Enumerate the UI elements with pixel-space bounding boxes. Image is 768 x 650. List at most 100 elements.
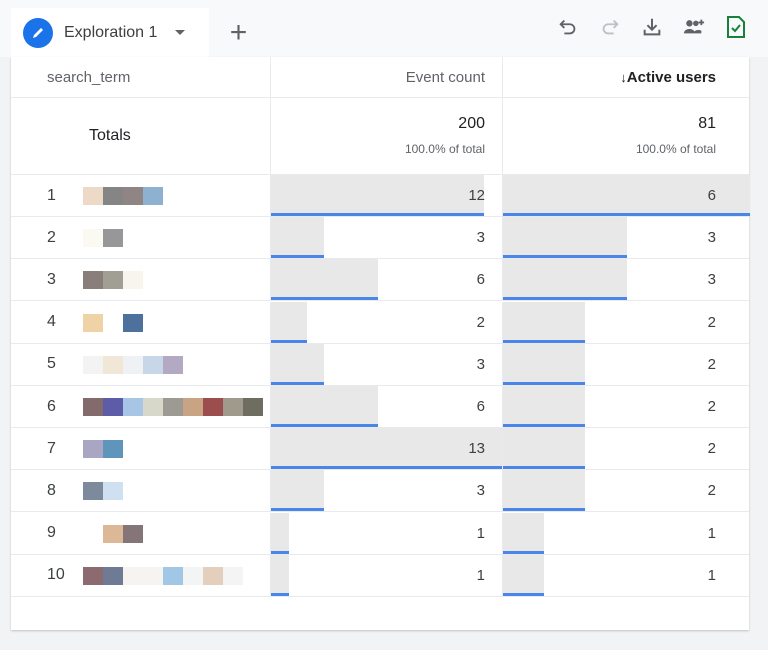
table-row[interactable]: 5 3 2 <box>11 343 749 386</box>
redacted-block <box>123 398 143 416</box>
row-index: 3 <box>47 270 56 288</box>
save-check-icon[interactable] <box>724 14 748 40</box>
search-term-redacted <box>83 313 143 332</box>
pencil-icon[interactable] <box>23 17 53 48</box>
redacted-block <box>103 440 123 459</box>
event-count-value: 3 <box>476 355 485 373</box>
search-term-redacted <box>83 355 183 374</box>
download-icon[interactable] <box>640 14 664 40</box>
table-row[interactable]: 9 1 1 <box>11 512 749 555</box>
event-count-bar <box>271 175 485 216</box>
active-users-bar <box>503 259 627 301</box>
active-users-bar <box>503 512 545 554</box>
redacted-block <box>163 398 183 416</box>
row-index: 6 <box>47 397 56 415</box>
table-row[interactable]: 6 6 2 <box>11 386 749 428</box>
event-count-value: 2 <box>476 313 485 331</box>
redacted-block <box>83 440 103 459</box>
undo-icon[interactable] <box>556 14 580 40</box>
search-term-redacted <box>83 566 243 585</box>
row-index: 2 <box>47 228 56 246</box>
event-count-total: 200 <box>458 115 485 132</box>
redacted-block <box>103 482 123 501</box>
redacted-block <box>103 398 123 416</box>
event-count-bar <box>271 512 289 554</box>
redacted-block <box>123 187 143 205</box>
event-count-bar <box>271 259 378 301</box>
chevron-down-icon[interactable] <box>175 30 186 35</box>
event-count-value: 3 <box>476 482 485 500</box>
redacted-block <box>103 187 123 205</box>
redacted-block <box>123 524 143 543</box>
active-users-bar <box>503 343 586 385</box>
redacted-block <box>163 355 183 374</box>
redacted-block <box>243 398 263 416</box>
redacted-block <box>103 524 123 543</box>
event-count-value: 3 <box>476 229 485 247</box>
active-users-header[interactable]: ↓ Active users <box>503 57 749 97</box>
redacted-block <box>123 566 143 585</box>
redacted-block <box>183 566 203 585</box>
redacted-block <box>83 524 103 543</box>
event-count-value: 6 <box>476 271 485 289</box>
search-term-redacted <box>83 440 123 459</box>
row-index: 8 <box>47 481 56 499</box>
row-index: 4 <box>47 313 56 331</box>
search-term-redacted <box>83 229 123 248</box>
table-row[interactable]: 10 1 1 <box>11 554 749 597</box>
event-count-bar <box>271 386 378 427</box>
table-row[interactable]: 2 3 3 <box>11 217 749 260</box>
redacted-block <box>203 566 223 585</box>
redo-icon[interactable] <box>598 14 622 40</box>
redacted-block <box>103 566 123 585</box>
redacted-block <box>203 398 223 416</box>
header-row: search_term Event count ↓ Active users <box>11 57 749 98</box>
tab-title: Exploration 1 <box>64 23 158 41</box>
share-icon[interactable] <box>682 14 706 40</box>
redacted-block <box>223 398 243 416</box>
row-index: 7 <box>47 439 56 457</box>
dimension-header[interactable]: search_term <box>47 68 131 86</box>
redacted-block <box>143 355 163 374</box>
event-count-value: 13 <box>468 440 485 458</box>
table-row[interactable]: 4 2 2 <box>11 301 749 344</box>
search-term-redacted <box>83 271 143 290</box>
exploration-tab[interactable]: Exploration 1 <box>11 8 209 57</box>
table-row[interactable]: 7 13 2 <box>11 428 749 471</box>
search-term-redacted <box>83 187 163 205</box>
event-count-header[interactable]: Event count <box>405 68 485 86</box>
redacted-block <box>83 482 103 501</box>
row-index: 5 <box>47 355 56 373</box>
redacted-block <box>103 229 123 248</box>
redacted-block <box>83 355 103 374</box>
active-users-value: 1 <box>707 524 716 542</box>
active-users-value: 2 <box>707 482 716 500</box>
redacted-block <box>83 313 103 332</box>
event-count-value: 1 <box>476 524 485 542</box>
totals-row: Totals 200 100.0% of total 81 100.0% of … <box>11 98 749 175</box>
active-users-value: 1 <box>707 566 716 584</box>
active-users-bar <box>503 217 627 259</box>
active-users-total: 81 <box>698 115 716 132</box>
active-users-bar <box>503 554 545 596</box>
event-count-bar <box>271 554 289 596</box>
event-count-value: 12 <box>468 187 485 204</box>
event-count-bar <box>271 470 325 512</box>
active-users-header-label: Active users <box>626 68 716 86</box>
table-row[interactable]: 1 12 6 <box>11 175 750 217</box>
redacted-block <box>83 398 103 416</box>
redacted-block <box>103 355 123 374</box>
redacted-block <box>183 398 203 416</box>
redacted-block <box>123 355 143 374</box>
add-tab-button[interactable]: + <box>229 15 248 49</box>
redacted-block <box>83 229 103 248</box>
exploration-table: search_term Event count ↓ Active users To… <box>11 57 750 630</box>
table-row[interactable]: 3 6 3 <box>11 259 749 302</box>
redacted-block <box>123 313 143 332</box>
redacted-block <box>163 566 183 585</box>
table-row[interactable]: 8 3 2 <box>11 470 749 513</box>
redacted-block <box>83 271 103 290</box>
redacted-block <box>123 271 143 290</box>
event-count-value: 1 <box>476 566 485 584</box>
search-term-redacted <box>83 482 123 501</box>
